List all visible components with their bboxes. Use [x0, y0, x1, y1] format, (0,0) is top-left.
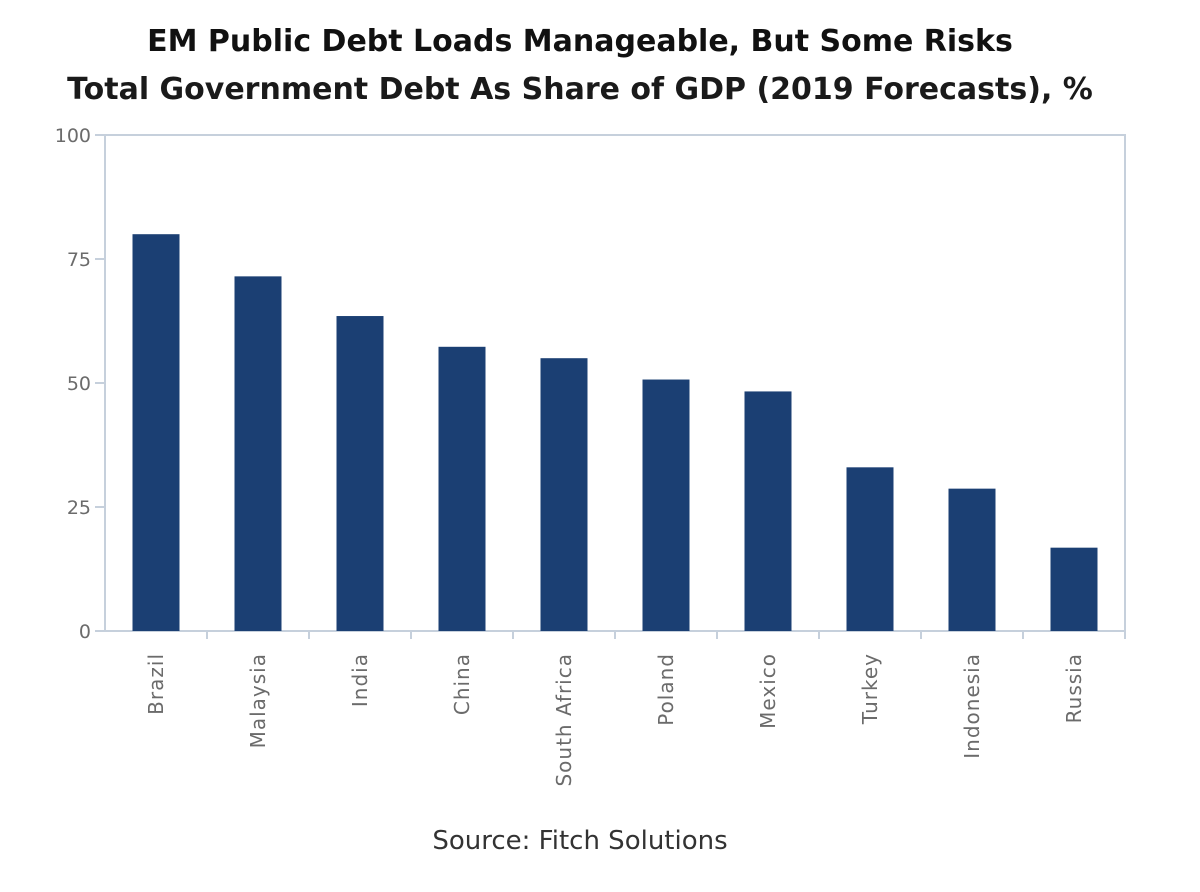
bar-china [438, 346, 486, 631]
x-category-label: Malaysia [246, 653, 270, 748]
chart-subtitle: Total Government Debt As Share of GDP (2… [67, 72, 1093, 107]
y-tick-label: 25 [67, 497, 91, 519]
bar-south-africa [540, 358, 588, 631]
bar-indonesia [948, 488, 996, 631]
y-axis-ticks: 0 25 50 75 100 [55, 125, 105, 643]
x-category-label: Indonesia [960, 653, 984, 759]
x-category-label: Poland [654, 653, 678, 726]
x-category-label: Turkey [858, 653, 882, 725]
y-tick-label: 50 [67, 373, 91, 395]
x-axis-labels: Brazil Malaysia India China South Africa Pola… [144, 631, 1126, 787]
x-category-label: South Africa [552, 653, 576, 787]
y-tick-label: 0 [79, 621, 91, 643]
bar-india [336, 316, 384, 631]
bars [132, 234, 1098, 631]
bar-brazil [132, 234, 180, 631]
bar-poland [642, 379, 690, 631]
x-category-label: Mexico [756, 653, 780, 729]
x-category-label: China [450, 653, 474, 715]
bar-russia [1050, 547, 1098, 631]
bar-malaysia [234, 276, 282, 631]
x-category-label: Brazil [144, 653, 168, 715]
chart-title: EM Public Debt Loads Manageable, But Som… [147, 24, 1013, 59]
bar-turkey [846, 467, 894, 631]
y-tick-label: 75 [67, 249, 91, 271]
chart-source: Source: Fitch Solutions [432, 826, 728, 856]
x-category-label: Russia [1062, 653, 1086, 723]
bar-mexico [744, 391, 792, 631]
x-category-label: India [348, 653, 372, 707]
y-tick-label: 100 [55, 125, 91, 147]
